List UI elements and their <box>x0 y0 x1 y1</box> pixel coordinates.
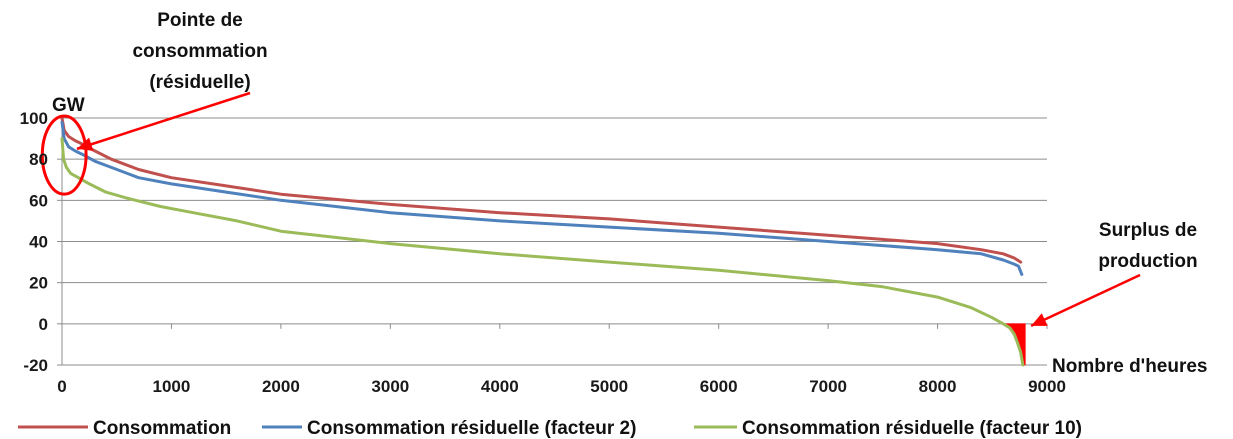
arrow-peak <box>76 91 251 151</box>
x-tick-label: 5000 <box>590 377 628 396</box>
peak-highlight-ellipse <box>40 114 88 196</box>
x-tick-label: 9000 <box>1028 377 1066 396</box>
y-tick-label: 100 <box>20 109 48 128</box>
y-tick-label: 40 <box>29 233 48 252</box>
x-tick-label: 0 <box>57 377 66 396</box>
series-line-facteur-10 <box>60 137 1025 367</box>
legend-label-consommation: Consommation <box>93 418 231 439</box>
y-axis-label: GW <box>52 95 85 116</box>
y-tick-label: -20 <box>23 356 48 375</box>
y-tick-label: 20 <box>29 274 48 293</box>
series-line-consommation <box>60 116 1023 264</box>
series-line-facteur-2 <box>60 120 1024 276</box>
legend: Consommation Consommation résiduelle (fa… <box>18 418 1082 439</box>
x-axis-label: Nombre d'heures <box>1052 356 1208 377</box>
x-tick-label: 4000 <box>481 377 519 396</box>
annotation-surplus: Surplus de production <box>1098 220 1197 272</box>
annotation-peak: Pointe de consommation (résiduelle) <box>132 10 267 93</box>
gridlines <box>62 117 1047 366</box>
highlights <box>40 114 88 196</box>
x-tick-label: 6000 <box>700 377 738 396</box>
annotation-peak-line-2: consommation <box>132 41 267 62</box>
legend-label-facteur-10: Consommation résiduelle (facteur 10) <box>742 418 1082 439</box>
arrow-surplus <box>1030 273 1141 328</box>
annotation-surplus-line-2: production <box>1098 251 1197 272</box>
y-tick-label: 0 <box>39 315 48 334</box>
x-tick-label: 2000 <box>262 377 300 396</box>
annotation-surplus-line-1: Surplus de <box>1099 220 1197 241</box>
x-tick-label: 1000 <box>153 377 191 396</box>
y-tick-label: 60 <box>29 191 48 210</box>
x-tick-label: 3000 <box>371 377 409 396</box>
y-tick-label: 80 <box>29 150 48 169</box>
annotation-peak-line-1: Pointe de <box>157 10 243 31</box>
annotation-peak-line-3: (résiduelle) <box>149 72 250 93</box>
annotation-arrows <box>76 91 1141 328</box>
x-tick-label: 7000 <box>809 377 847 396</box>
legend-label-facteur-2: Consommation résiduelle (facteur 2) <box>307 418 636 439</box>
x-tick-label: 8000 <box>919 377 957 396</box>
